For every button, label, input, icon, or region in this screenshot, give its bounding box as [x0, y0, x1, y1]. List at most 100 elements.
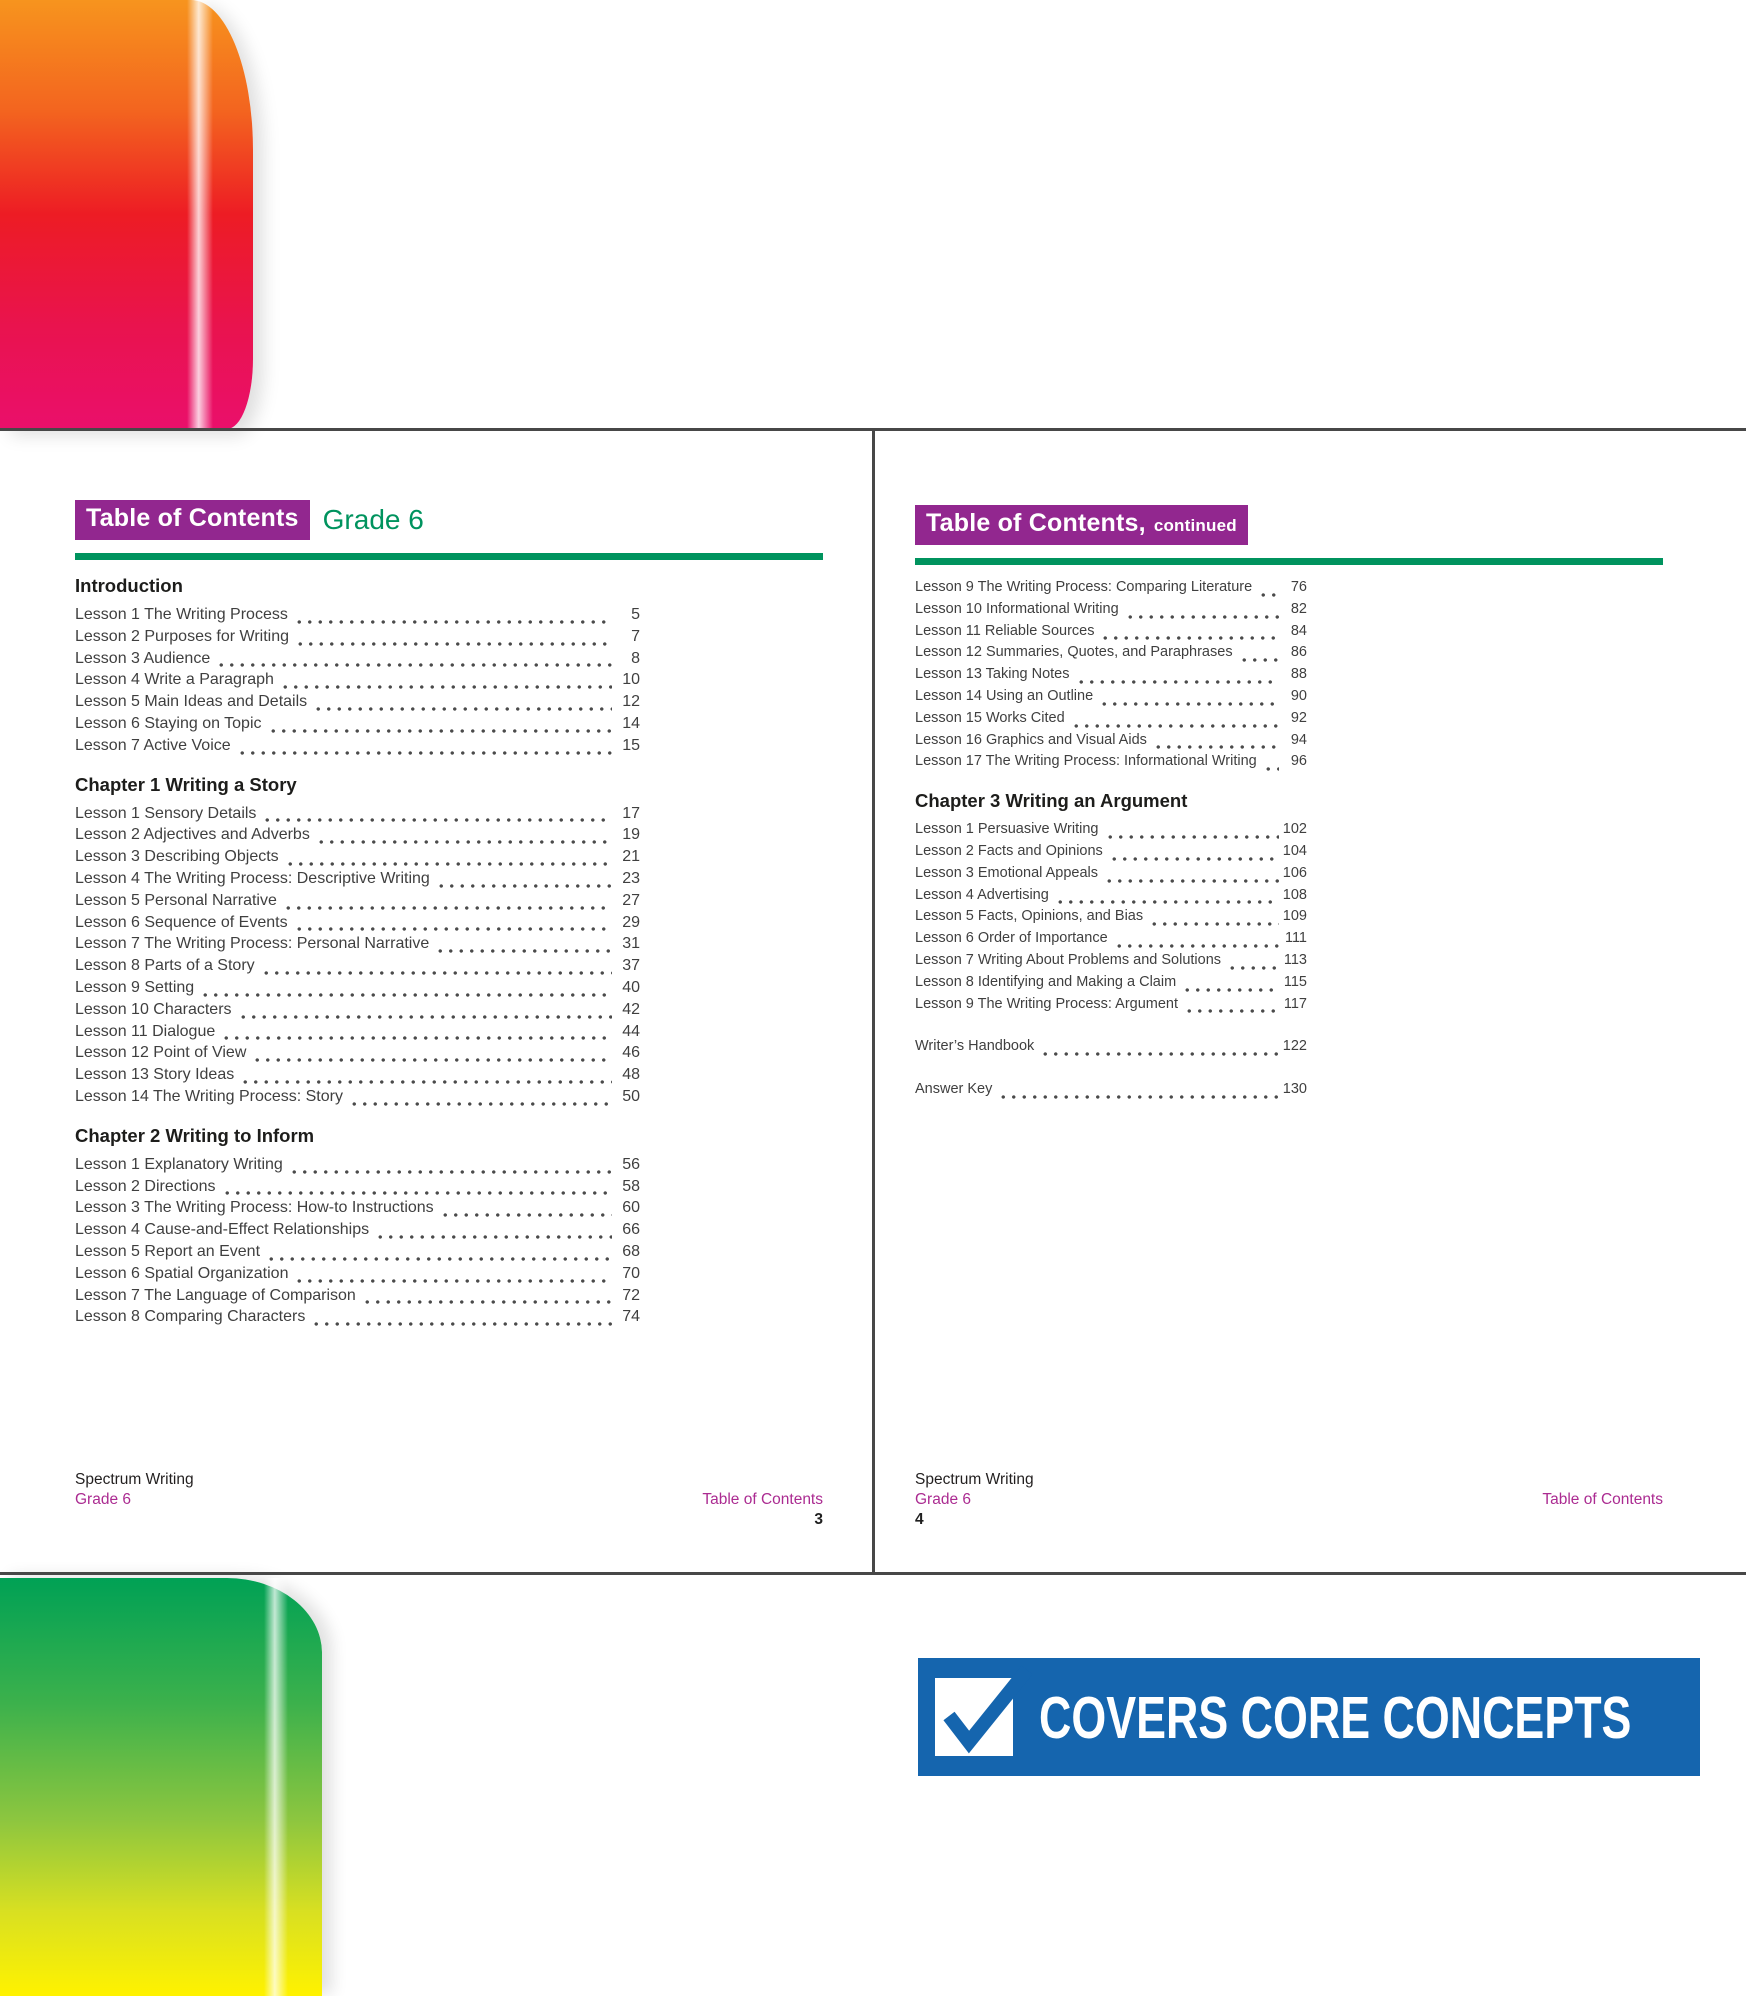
toc-entry-title: Lesson 10 Characters — [75, 1000, 232, 1018]
toc-entry: Lesson 5 Report an Event 68 — [75, 1242, 640, 1265]
toc-entry-title: Lesson 3 The Writing Process: How-to Ins… — [75, 1199, 434, 1217]
toc-entry-title: Answer Key — [915, 1081, 993, 1098]
toc-entry: Lesson 5 Facts, Opinions, and Bias 109 — [915, 908, 1307, 931]
dot-leader — [313, 693, 612, 715]
toc-entry-page: 50 — [622, 1087, 640, 1105]
toc-entry: Answer Key 130 — [915, 1081, 1307, 1103]
dot-leader — [1182, 973, 1279, 996]
footer-book-title: Spectrum Writing — [75, 1471, 194, 1488]
toc-entry-title: Lesson 7 The Language of Comparison — [75, 1286, 356, 1304]
left-page-header: Table of Contents Grade 6 — [75, 500, 823, 540]
toc-entry-page: 88 — [1290, 666, 1307, 683]
toc-entry-title: Lesson 4 Cause-and-Effect Relationships — [75, 1221, 370, 1239]
toc-entry: Lesson 6 Order of Importance 111 — [915, 930, 1307, 952]
dot-leader — [267, 714, 612, 737]
toc-entry: Lesson 8 Identifying and Making a Claim … — [915, 973, 1307, 996]
toc-entry-title: Lesson 1 Persuasive Writing — [915, 821, 1099, 838]
toc-entry-page: 68 — [622, 1242, 640, 1260]
toc-entry-title: Lesson 10 Informational Writing — [915, 600, 1119, 617]
dot-leader — [293, 913, 612, 936]
footer-page-number: 4 — [915, 1511, 924, 1528]
dot-leader — [1149, 908, 1279, 931]
toc-entry-page: 66 — [622, 1221, 640, 1239]
dot-leader — [221, 1177, 612, 1200]
footer-section-label: Table of Contents — [702, 1491, 823, 1508]
footer-grade: Grade 6 — [915, 1491, 972, 1508]
toc-entry: Lesson 1 Explanatory Writing 56 — [75, 1155, 640, 1178]
toc-entry-page: 96 — [1290, 753, 1307, 770]
section-heading-introduction: Introduction — [75, 575, 183, 596]
toc-entry-page: 42 — [622, 1000, 640, 1018]
toc-entry-title: Lesson 12 Summaries, Quotes, and Paraphr… — [915, 644, 1233, 661]
footer-page-number: 3 — [814, 1511, 823, 1528]
toc-entry-page: 56 — [622, 1155, 640, 1173]
toc-entry: Lesson 4 Write a Paragraph 10 — [75, 671, 640, 694]
footer-book-title: Spectrum Writing — [915, 1471, 1034, 1488]
toc-entry-title: Lesson 1 The Writing Process — [75, 606, 288, 623]
toc-continued-badge: Table of Contents, continued — [915, 505, 1248, 545]
toc-entry-page: 14 — [622, 714, 640, 732]
toc-list-introduction: Lesson 1 The Writing Process 5 Lesson 2 … — [75, 606, 640, 759]
toc-entry: Lesson 11 Dialogue 44 — [75, 1022, 640, 1045]
left-page: Table of Contents Grade 6 Introduction L… — [75, 500, 823, 1331]
toc-entry-page: 94 — [1290, 731, 1307, 748]
toc-list-chapter-3: Lesson 1 Persuasive Writing 102 Lesson 2… — [915, 821, 1307, 1018]
toc-entry-page: 76 — [1290, 579, 1307, 595]
toc-entry: Lesson 9 The Writing Process: Argument 1… — [915, 995, 1307, 1018]
toc-entry: Lesson 3 Describing Objects 21 — [75, 848, 640, 870]
toc-entry-page: 10 — [622, 671, 640, 689]
toc-entry-title: Lesson 8 Identifying and Making a Claim — [915, 973, 1177, 990]
toc-entry-page: 86 — [1290, 644, 1307, 661]
toc-entry-page: 17 — [622, 804, 640, 822]
toc-list-backmatter: Writer’s Handbook 122 Answer Key 130 — [915, 1038, 1307, 1103]
toc-entry-title: Lesson 4 Advertising — [915, 886, 1049, 903]
dot-leader — [221, 1022, 612, 1045]
toc-entry-page: 15 — [622, 736, 640, 754]
toc-entry: Lesson 5 Main Ideas and Details 12 — [75, 693, 640, 715]
toc-entry: Lesson 16 Graphics and Visual Aids 94 — [915, 731, 1307, 754]
dot-leader — [348, 1087, 612, 1110]
toc-continued-suffix: continued — [1153, 516, 1237, 535]
toc-entry: Lesson 7 The Language of Comparison 72 — [75, 1286, 640, 1309]
checkmark-icon — [935, 1665, 1033, 1756]
toc-entry-page: 106 — [1282, 864, 1307, 881]
toc-entry-title: Lesson 6 Sequence of Events — [75, 913, 288, 931]
toc-entry-title: Lesson 17 The Writing Process: Informati… — [915, 753, 1257, 770]
dot-leader — [237, 1000, 612, 1023]
toc-entry: Lesson 13 Story Ideas 48 — [75, 1066, 640, 1088]
right-page-header: Table of Contents, continued — [915, 505, 1663, 545]
dot-leader — [1152, 731, 1279, 754]
toc-entry: Lesson 1 Sensory Details 17 — [75, 804, 640, 827]
toc-entry-title: Lesson 11 Dialogue — [75, 1022, 216, 1040]
toc-entry-title: Lesson 6 Staying on Topic — [75, 714, 262, 732]
toc-entry-title: Lesson 16 Graphics and Visual Aids — [915, 731, 1147, 748]
toc-list-chapter-2-continued: Lesson 9 The Writing Process: Comparing … — [915, 579, 1307, 776]
dot-leader — [1108, 842, 1279, 865]
dot-leader — [435, 869, 612, 892]
dot-leader — [1113, 930, 1279, 952]
toc-entry-page: 37 — [622, 957, 640, 975]
toc-entry-title: Lesson 4 Write a Paragraph — [75, 671, 274, 689]
left-page-footer: Spectrum Writing Grade 6 Table of Conten… — [75, 1470, 823, 1530]
toc-entry-title: Lesson 6 Order of Importance — [915, 930, 1108, 947]
dot-leader — [375, 1221, 612, 1243]
toc-entry-title: Lesson 11 Reliable Sources — [915, 622, 1095, 639]
toc-entry: Lesson 15 Works Cited 92 — [915, 709, 1307, 732]
toc-entry: Lesson 2 Directions 58 — [75, 1177, 640, 1200]
page-gutter-divider — [872, 428, 875, 1575]
toc-entry-page: 29 — [622, 913, 640, 931]
right-page-footer: Spectrum Writing Grade 6 4 Table of Cont… — [915, 1470, 1663, 1530]
toc-entry-page: 12 — [622, 693, 640, 711]
toc-entry-title: Lesson 1 Explanatory Writing — [75, 1155, 283, 1173]
toc-entry: Lesson 11 Reliable Sources 84 — [915, 622, 1307, 645]
toc-entry-page: 82 — [1290, 600, 1307, 617]
toc-entry: Lesson 17 The Writing Process: Informati… — [915, 753, 1307, 776]
dot-leader — [200, 978, 612, 1001]
dot-leader — [260, 957, 612, 979]
toc-entry: Lesson 3 Emotional Appeals 106 — [915, 864, 1307, 887]
toc-entry-title: Lesson 1 Sensory Details — [75, 804, 257, 822]
toc-entry-title: Lesson 7 The Writing Process: Personal N… — [75, 935, 430, 953]
footer-grade: Grade 6 — [75, 1491, 132, 1508]
dot-leader — [315, 826, 612, 849]
toc-entry: Lesson 10 Characters 42 — [75, 1000, 640, 1023]
